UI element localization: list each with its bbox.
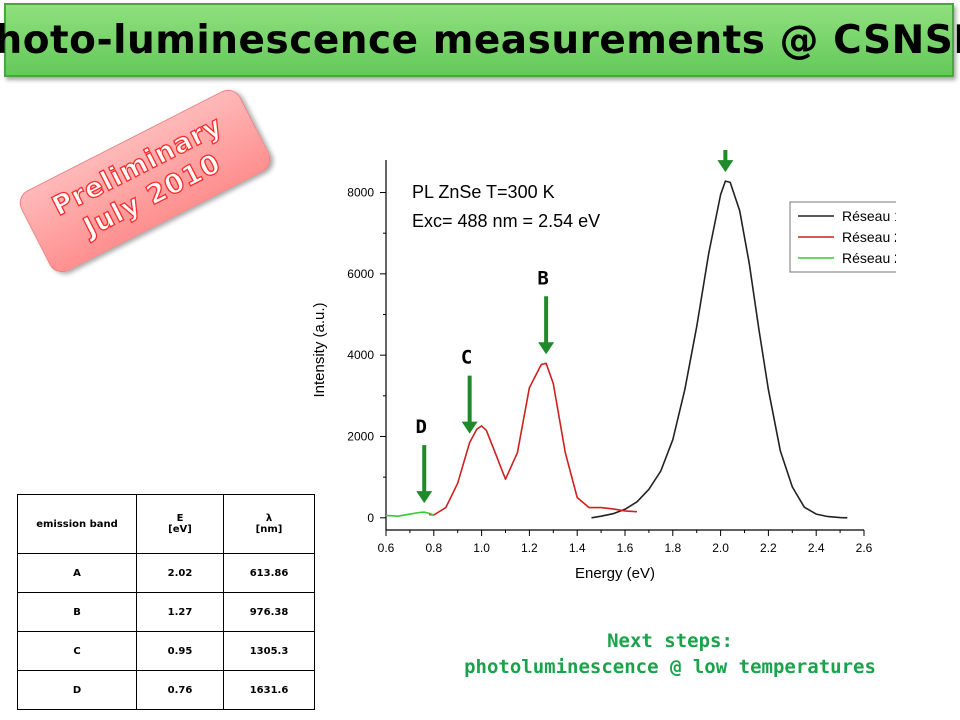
next-steps-heading: Next steps:: [607, 630, 733, 652]
header-energy: E [eV]: [136, 494, 224, 554]
series-line-3: [385, 511, 435, 518]
page-title: Photo-luminescence measurements @ CSNSM: [0, 17, 960, 63]
series-line-1: [591, 180, 848, 519]
peak-arrow-head-a: [717, 160, 734, 173]
next-steps-note: Next steps: photoluminescence @ low temp…: [420, 628, 920, 680]
x-tick-label: 0.8: [425, 541, 442, 555]
x-tick-label: 1.8: [664, 541, 681, 555]
x-tick-label: 1.2: [521, 541, 538, 555]
x-tick-label: 0.6: [378, 541, 395, 555]
table-header-row: emission band E [eV] λ [nm]: [17, 494, 315, 554]
x-tick-label: 2.4: [808, 541, 825, 555]
table-row: C 0.95 1305.3: [17, 631, 315, 671]
cell-wavelength: 976.38: [223, 592, 315, 632]
cell-band: B: [17, 592, 137, 632]
legend-label: Réseau 1: [842, 208, 896, 224]
y-tick-label: 6000: [347, 267, 374, 281]
cell-energy: 1.27: [136, 592, 224, 632]
cell-band: A: [17, 553, 137, 593]
cell-energy: 0.95: [136, 631, 224, 671]
x-tick-label: 1.6: [617, 541, 634, 555]
x-axis-label: Energy (eV): [575, 565, 655, 582]
cell-band: C: [17, 631, 137, 671]
x-tick-label: 2.2: [760, 541, 777, 555]
series-line-2: [428, 362, 637, 516]
header-label: E: [176, 513, 184, 524]
legend-label: Réseau 2: [842, 250, 896, 266]
emission-band-table: emission band E [eV] λ [nm] A 2.02 613.8…: [17, 494, 315, 710]
peak-arrow-head-d: [416, 491, 433, 504]
preliminary-stamp: Preliminary July 2010: [14, 85, 276, 277]
chart-annotation-line-2: Exc= 488 nm = 2.54 eV: [412, 211, 600, 231]
chart-annotation-line-1: PL ZnSe T=300 K: [412, 182, 555, 202]
y-tick-label: 2000: [347, 429, 374, 443]
cell-band: D: [17, 670, 137, 710]
header-unit: [nm]: [255, 524, 283, 535]
x-tick-label: 2.0: [712, 541, 729, 555]
title-bar: Photo-luminescence measurements @ CSNSM: [0, 3, 960, 77]
legend-label: Réseau 2: [842, 229, 896, 245]
cell-energy: 0.76: [136, 670, 224, 710]
cell-energy: 2.02: [136, 553, 224, 593]
header-unit: [eV]: [168, 524, 192, 535]
y-tick-label: 0: [367, 511, 374, 525]
peak-arrow-head-c: [461, 421, 478, 434]
peak-label-b: B: [537, 267, 548, 289]
y-tick-label: 8000: [347, 186, 374, 200]
pl-spectrum-chart: 0.6 0.8 1.0 1.2 1.4 1.6 1.8 2.0 2.2 2.4 2.6 0 2000 40…: [311, 150, 896, 582]
y-tick-label: 4000: [347, 348, 374, 362]
header-emission-band: emission band: [17, 494, 137, 554]
x-tick-label: 1.4: [569, 541, 586, 555]
table-row: D 0.76 1631.6: [17, 670, 315, 710]
x-tick-label: 1.0: [473, 541, 490, 555]
x-tick-label: 2.6: [856, 541, 873, 555]
peak-label-c: C: [461, 347, 472, 369]
y-axis-label: Intensity (a.u.): [311, 302, 328, 397]
peak-arrow-head-b: [538, 342, 555, 355]
header-label: emission band: [36, 518, 118, 530]
cell-wavelength: 1631.6: [223, 670, 315, 710]
cell-wavelength: 613.86: [223, 553, 315, 593]
cell-wavelength: 1305.3: [223, 631, 315, 671]
header-wavelength: λ [nm]: [223, 494, 315, 554]
header-label: λ: [265, 513, 273, 524]
next-steps-detail: photoluminescence @ low temperatures: [464, 656, 876, 678]
peak-label-d: D: [416, 416, 427, 438]
table-row: B 1.27 976.38: [17, 592, 315, 632]
table-row: A 2.02 613.86: [17, 553, 315, 593]
